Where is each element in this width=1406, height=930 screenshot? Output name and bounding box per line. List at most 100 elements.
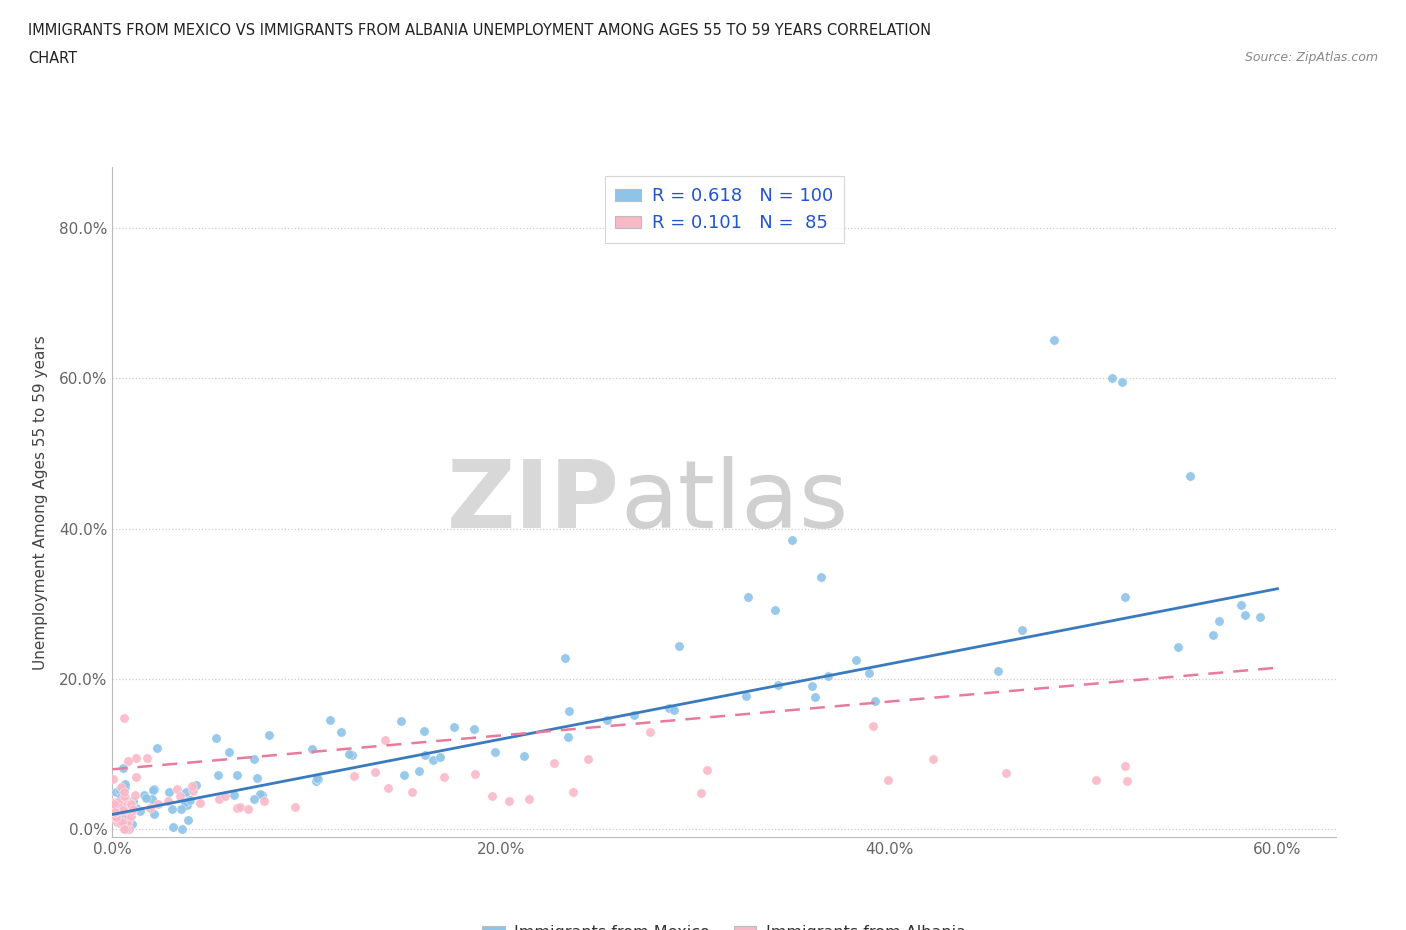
Point <box>845 653 868 668</box>
Point <box>413 724 436 738</box>
Point <box>103 771 125 786</box>
Point <box>132 788 155 803</box>
Point <box>433 770 456 785</box>
Point <box>562 785 585 800</box>
Point <box>117 753 139 768</box>
Point <box>558 704 581 719</box>
Point <box>110 779 132 794</box>
Point <box>105 805 128 820</box>
Point <box>110 816 132 830</box>
Point <box>176 798 198 813</box>
Point <box>696 763 718 777</box>
Point <box>1043 333 1066 348</box>
Point <box>157 784 180 799</box>
Point <box>987 664 1010 679</box>
Point <box>112 821 135 836</box>
Point <box>124 788 146 803</box>
Point <box>117 816 139 830</box>
Point <box>105 813 128 828</box>
Point <box>250 788 273 803</box>
Point <box>169 802 191 817</box>
Point <box>208 792 231 807</box>
Point <box>107 795 129 810</box>
Point <box>337 747 360 762</box>
Point <box>307 772 329 787</box>
Point <box>108 811 131 826</box>
Point <box>179 792 201 807</box>
Point <box>658 701 681 716</box>
Point <box>120 805 142 820</box>
Point <box>922 751 945 766</box>
Point <box>142 782 165 797</box>
Point <box>110 790 132 804</box>
Point <box>205 730 228 745</box>
Point <box>122 793 145 808</box>
Point <box>111 760 134 775</box>
Text: ZIP: ZIP <box>447 457 620 548</box>
Point <box>114 779 136 794</box>
Point <box>173 794 195 809</box>
Point <box>1111 375 1133 390</box>
Point <box>623 708 645 723</box>
Text: CHART: CHART <box>28 51 77 66</box>
Point <box>862 718 884 733</box>
Point <box>1230 598 1253 613</box>
Point <box>125 769 148 784</box>
Point <box>141 792 163 807</box>
Point <box>112 789 135 804</box>
Point <box>464 766 486 781</box>
Point <box>1115 774 1137 789</box>
Point <box>148 797 170 812</box>
Point <box>157 793 180 808</box>
Point <box>143 807 166 822</box>
Point <box>214 789 236 804</box>
Point <box>115 821 138 836</box>
Point <box>105 800 128 815</box>
Point <box>401 785 423 800</box>
Point <box>104 805 127 820</box>
Legend: Immigrants from Mexico, Immigrants from Albania: Immigrants from Mexico, Immigrants from … <box>475 919 973 930</box>
Point <box>876 772 898 787</box>
Point <box>1202 628 1225 643</box>
Point <box>105 807 128 822</box>
Point <box>284 800 307 815</box>
Point <box>169 789 191 804</box>
Point <box>443 720 465 735</box>
Point <box>112 817 135 832</box>
Point <box>188 795 211 810</box>
Point <box>160 802 183 817</box>
Point <box>1167 639 1189 654</box>
Point <box>117 804 139 818</box>
Point <box>120 797 142 812</box>
Point <box>112 806 135 821</box>
Point <box>249 787 271 802</box>
Point <box>804 689 827 704</box>
Point <box>242 791 264 806</box>
Point <box>103 794 125 809</box>
Point <box>172 822 194 837</box>
Point <box>112 803 135 817</box>
Point <box>104 804 127 819</box>
Point <box>1178 469 1201 484</box>
Point <box>319 712 342 727</box>
Point <box>307 771 329 786</box>
Point <box>1101 371 1123 386</box>
Point <box>512 749 534 764</box>
Point <box>374 733 396 748</box>
Point <box>207 767 229 782</box>
Point <box>110 800 132 815</box>
Point <box>103 795 125 810</box>
Point <box>768 678 790 693</box>
Point <box>737 590 759 604</box>
Point <box>1233 607 1256 622</box>
Point <box>858 665 880 680</box>
Point <box>104 801 127 816</box>
Point <box>484 744 506 759</box>
Point <box>343 768 366 783</box>
Point <box>146 740 169 755</box>
Point <box>135 791 157 806</box>
Point <box>103 796 125 811</box>
Point <box>112 795 135 810</box>
Point <box>810 570 832 585</box>
Point <box>1208 613 1230 628</box>
